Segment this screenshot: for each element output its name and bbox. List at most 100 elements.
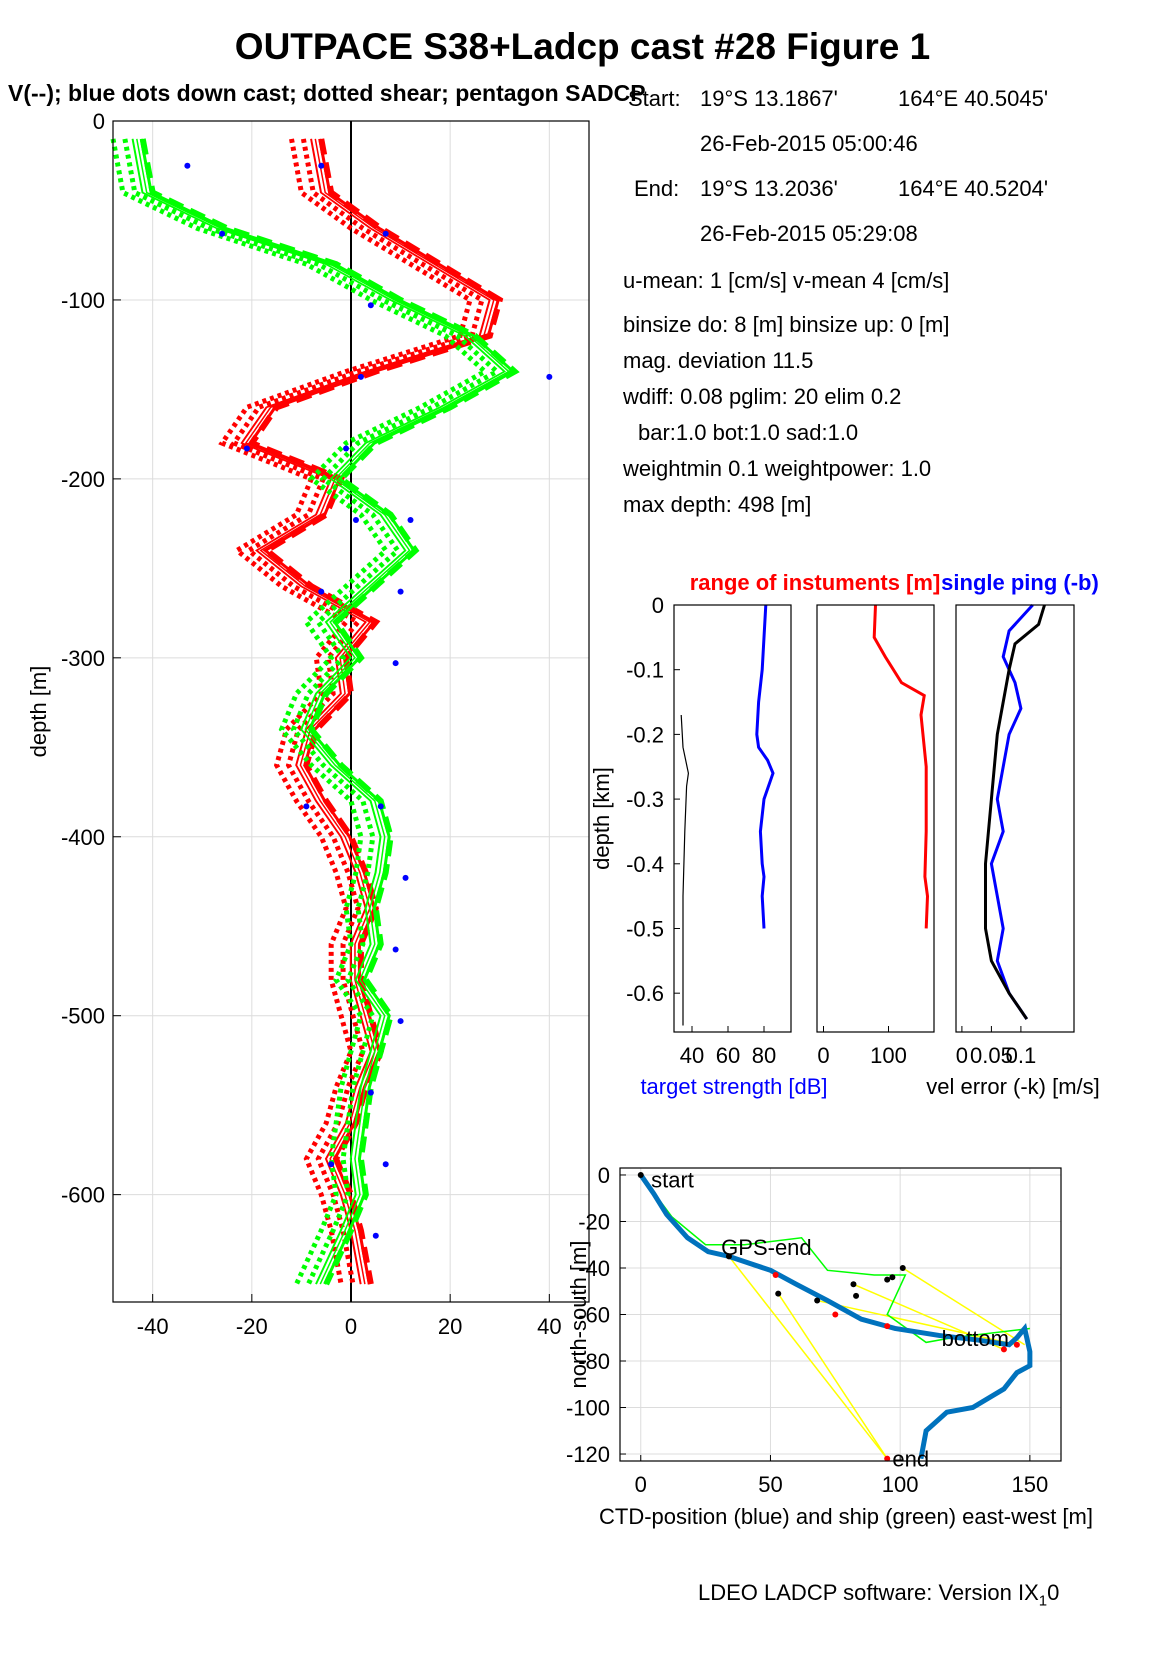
software-version-sub: 1 [1038,1592,1048,1610]
series-line-black [680,714,690,1026]
down-cast-dot [357,373,364,380]
red-marker [772,1271,779,1278]
down-cast-dot [392,660,399,667]
x-tick-label: 150 [1012,1472,1049,1497]
x-tick-label: 0.1 [1006,1043,1037,1068]
down-cast-dot [402,874,409,881]
y-tick-label: -80 [578,1349,610,1374]
x-tick-label: -40 [137,1314,169,1339]
end-time: 26-Feb-2015 05:29:08 [700,221,918,246]
black-marker [725,1253,732,1260]
start-label: Start: [628,86,681,111]
x-tick-label: 40 [680,1043,704,1068]
down-cast-dot [352,517,359,524]
panel-title: range of instuments [m] [690,570,941,595]
y-tick-label: -60 [578,1303,610,1328]
y-tick-label: -600 [61,1183,105,1208]
figure-subtitle: V(--); blue dots down cast; dotted shear… [8,80,646,106]
max-depth: max depth: 498 [m] [623,492,812,517]
series-line-blue [755,604,775,929]
x-tick-label: -20 [236,1314,268,1339]
x-tick-label: 50 [758,1472,782,1497]
y-tick-label: 0 [93,109,105,134]
down-cast-dot [397,1018,404,1025]
y-tick-label: -100 [61,288,105,313]
bar-bot-sad: bar:1.0 bot:1.0 sad:1.0 [638,420,859,445]
series-line-green [136,138,510,1285]
x-tick-label: 0 [635,1472,647,1497]
black-marker [884,1276,891,1283]
series-line-blue [989,603,1034,1020]
y-tick-label: -120 [566,1442,610,1467]
start-time: 26-Feb-2015 05:00:46 [700,131,918,156]
x-tick-label: 20 [438,1314,462,1339]
down-cast-dot [377,803,384,810]
y-tick-label: 0 [652,593,664,618]
y-tick-label: -400 [61,825,105,850]
black-marker [637,1171,644,1178]
y-tick-label: -0.1 [626,658,664,683]
binsize: binsize do: 8 [m] binsize up: 0 [m] [623,312,950,337]
y-tick-label: -100 [566,1396,610,1421]
series-line-red [240,138,491,1285]
series-line-green [122,138,502,1286]
down-cast-dot [407,517,414,524]
down-cast-dot [219,230,226,237]
y-axis-label: north-south [m] [566,1241,591,1389]
position-label: end [892,1447,929,1472]
ship-track [640,1174,1030,1344]
y-tick-label: -0.2 [626,722,664,747]
black-marker [899,1264,906,1271]
ship-ctd-link [777,1293,888,1460]
x-tick-label: 0 [817,1043,829,1068]
red-marker [832,1311,839,1318]
red-marker [884,1455,891,1462]
position-label: bottom [942,1326,1009,1351]
down-cast-dot [318,588,325,595]
y-tick-label: -20 [578,1209,610,1234]
down-cast-dot [303,803,310,810]
down-cast-dot [382,230,389,237]
down-cast-dot [243,445,250,452]
down-cast-dot [328,1161,335,1168]
down-cast-dot [397,588,404,595]
black-marker [889,1274,896,1281]
black-marker [775,1290,782,1297]
y-tick-label: -0.3 [626,787,664,812]
software-version-end: 0 [1047,1580,1060,1605]
x-tick-label: 100 [870,1043,907,1068]
mag-deviation: mag. deviation 11.5 [623,348,814,373]
down-cast-dot [392,946,399,953]
down-cast-dot [343,445,350,452]
end-lat: 19°S 13.2036' [700,176,838,201]
mean-velocity: u-mean: 1 [cm/s] v-mean 4 [cm/s] [623,268,950,293]
software-version: LDEO LADCP software: Version IX10 [698,1580,1059,1609]
y-tick-label: -500 [61,1004,105,1029]
down-cast-dot [367,1089,374,1096]
x-axis-label: vel error (-k) [m/s] [926,1074,1100,1099]
software-version-text: LDEO LADCP software: Version IX [698,1580,1039,1605]
start-lat: 19°S 13.1867' [700,86,838,111]
panel-frame-target_strength [673,604,792,1033]
x-tick-label: 40 [537,1314,561,1339]
y-axis-label: depth [km] [589,767,614,870]
series-line-red [244,138,495,1285]
black-marker [814,1297,821,1304]
x-tick-label: 0 [956,1043,968,1068]
position-axes-frame [619,1167,1062,1462]
y-tick-label: -0.4 [626,852,664,877]
x-tick-label: 0.05 [970,1043,1013,1068]
down-cast-dot [367,302,374,309]
wdiff: wdiff: 0.08 pglim: 20 elim 0.2 [623,384,902,409]
figure-title: OUTPACE S38+Ladcp cast #28 Figure 1 [234,26,931,67]
series-line-green [139,138,516,1285]
series-line-red [872,604,930,929]
ctd-track [638,1173,1033,1460]
panel-title: single ping (-b) [941,570,1099,595]
velocity-axes-frame [112,120,590,1303]
y-axis-label: depth [m] [26,666,51,758]
y-tick-label: -0.6 [626,981,664,1006]
red-marker [1000,1346,1007,1353]
red-marker [1013,1341,1020,1348]
x-tick-label: 80 [752,1043,776,1068]
